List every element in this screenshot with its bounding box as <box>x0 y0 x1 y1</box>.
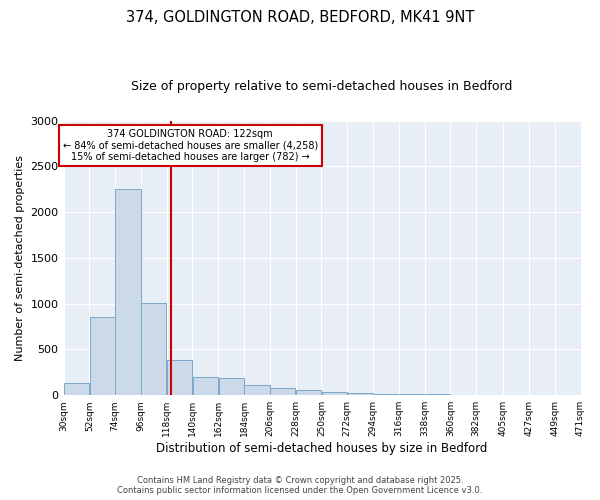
Bar <box>399 394 424 395</box>
Title: Size of property relative to semi-detached houses in Bedford: Size of property relative to semi-detach… <box>131 80 513 93</box>
Bar <box>270 388 295 395</box>
Y-axis label: Number of semi-detached properties: Number of semi-detached properties <box>15 155 25 361</box>
Bar <box>244 384 269 395</box>
Text: 374 GOLDINGTON ROAD: 122sqm
← 84% of semi-detached houses are smaller (4,258)
15: 374 GOLDINGTON ROAD: 122sqm ← 84% of sem… <box>62 129 318 162</box>
Bar <box>115 189 140 395</box>
Bar <box>141 302 166 395</box>
Bar <box>296 390 321 395</box>
Bar <box>347 394 373 395</box>
Text: 374, GOLDINGTON ROAD, BEDFORD, MK41 9NT: 374, GOLDINGTON ROAD, BEDFORD, MK41 9NT <box>126 10 474 25</box>
Bar <box>193 378 218 395</box>
Bar <box>322 392 347 395</box>
Bar <box>89 318 115 395</box>
Bar <box>425 394 450 395</box>
Bar <box>373 394 398 395</box>
X-axis label: Distribution of semi-detached houses by size in Bedford: Distribution of semi-detached houses by … <box>157 442 488 455</box>
Bar <box>218 378 244 395</box>
Bar <box>167 360 192 395</box>
Bar <box>64 384 89 395</box>
Text: Contains HM Land Registry data © Crown copyright and database right 2025.
Contai: Contains HM Land Registry data © Crown c… <box>118 476 482 495</box>
